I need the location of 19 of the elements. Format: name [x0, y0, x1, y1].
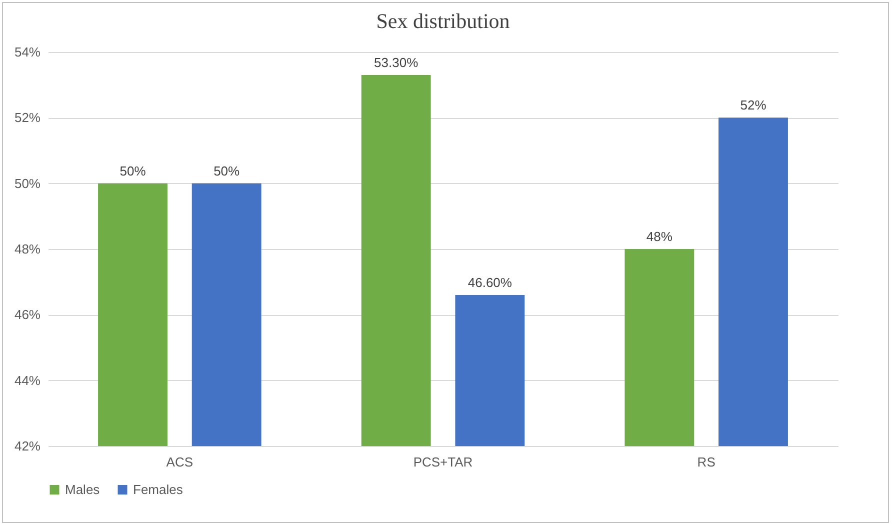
y-tick-label: 50%: [14, 176, 41, 191]
y-tick-label: 44%: [14, 372, 41, 388]
x-tick-label: ACS: [166, 454, 194, 470]
y-tick-label: 46%: [14, 307, 41, 322]
data-label: 46.60%: [468, 274, 512, 290]
y-tick-label: 54%: [14, 44, 41, 60]
chart-title: Sex distribution: [376, 9, 510, 33]
legend-label: Females: [133, 482, 184, 497]
y-tick-label: 42%: [14, 438, 41, 454]
legend-label: Males: [65, 482, 100, 497]
data-label: 48%: [646, 229, 673, 244]
data-label: 52%: [740, 98, 767, 113]
x-tick-label: RS: [697, 454, 716, 470]
data-label: 50%: [214, 163, 240, 178]
data-label: 50%: [120, 163, 146, 178]
y-tick-label: 48%: [14, 242, 41, 256]
data-label: 53.30%: [374, 54, 419, 70]
y-tick-label: 52%: [14, 110, 41, 126]
x-tick-label: PCS+TAR: [413, 454, 473, 470]
